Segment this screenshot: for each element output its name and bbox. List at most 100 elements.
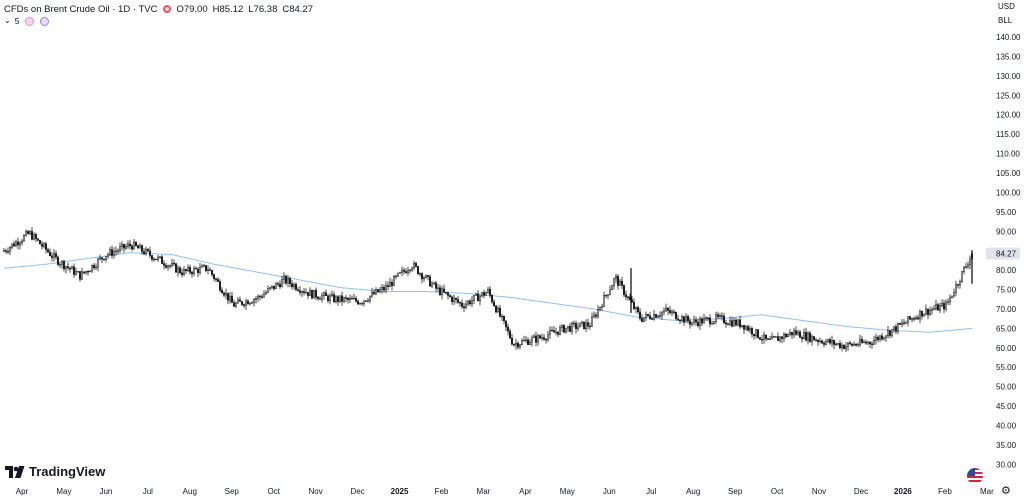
candle-body: [923, 313, 925, 317]
candle-body: [439, 287, 441, 296]
candle-body: [811, 336, 813, 342]
candle-body: [683, 316, 685, 323]
candle-body: [529, 341, 531, 345]
low-label: L: [248, 3, 254, 15]
settings-gear-icon[interactable]: ⚙: [1001, 485, 1011, 497]
candle-body: [133, 241, 135, 250]
candle-body: [357, 300, 359, 305]
candle-body: [483, 292, 485, 296]
candle-body: [515, 342, 517, 346]
candle-body: [891, 329, 893, 336]
currency-label[interactable]: USD: [998, 2, 1015, 11]
candle-body: [493, 301, 495, 307]
candle-body: [863, 341, 865, 344]
candle-body: [831, 339, 833, 344]
indicators-toggle-button[interactable]: ⌄ 5: [4, 16, 19, 27]
candle-body: [329, 295, 331, 302]
candle-body: [299, 290, 301, 293]
indicator-icon[interactable]: [25, 16, 35, 26]
ohlc-values: O79.00 H85.12 L76.38 C84.27: [176, 4, 313, 15]
candle-body: [697, 321, 699, 326]
candle-body: [785, 333, 787, 338]
candle-body: [941, 303, 943, 306]
candle-body: [131, 245, 133, 250]
candle-body: [615, 275, 617, 280]
candle-body: [401, 269, 403, 273]
candle-body: [455, 297, 457, 300]
candle-body: [589, 325, 591, 328]
candle-body: [945, 301, 947, 310]
candle-body: [405, 271, 407, 274]
candle-body: [7, 251, 9, 253]
candle-body: [523, 340, 525, 342]
candle-body: [117, 250, 119, 252]
candle-body: [757, 329, 759, 338]
tradingview-logo[interactable]: TradingView: [5, 464, 105, 479]
symbol-title[interactable]: CFDs on Brent Crude Oil · 1D · TVC: [4, 3, 158, 15]
market-status-icon[interactable]: [163, 5, 172, 13]
candle-body: [35, 234, 37, 240]
candle-body: [59, 264, 61, 266]
indicator-icon[interactable]: [40, 16, 50, 26]
candle-body: [253, 299, 255, 303]
candle-body: [261, 296, 263, 298]
candle-body: [949, 297, 951, 303]
candle-body: [83, 271, 85, 274]
candle-body: [743, 325, 745, 330]
candle-body: [177, 267, 179, 273]
last-price-background: [986, 247, 1020, 260]
candle-body: [27, 231, 29, 235]
x-tick-label: Mar: [477, 487, 491, 496]
candle-body: [817, 339, 819, 342]
candle-body: [189, 266, 191, 273]
candle-body: [857, 344, 859, 346]
time-axis[interactable]: Apr May Jun Jul Aug Sep Oct Nov Dec 2025 Feb Mar Apr…: [16, 487, 994, 496]
candle-body: [267, 288, 269, 293]
candle-body: [569, 325, 571, 332]
candle-body: [849, 342, 851, 345]
candle-body: [213, 274, 215, 280]
candle-body: [487, 288, 489, 293]
candle-body: [239, 299, 241, 302]
candle-body: [605, 294, 607, 297]
us-flag-icon[interactable]: [967, 468, 983, 484]
candle-body: [195, 267, 197, 270]
candle-body: [215, 278, 217, 280]
candle-body: [255, 298, 257, 300]
candle-body: [477, 293, 479, 302]
candle-body: [415, 262, 417, 267]
candle-body: [847, 342, 849, 347]
candle-body: [815, 339, 817, 342]
x-tick-label: Apr: [519, 487, 532, 496]
candle-body: [803, 332, 805, 340]
candle-body: [445, 292, 447, 294]
price-axis[interactable]: 140.00 135.00 130.00 125.00 120.00 115.00 110.…: [996, 33, 1021, 469]
candle-body: [931, 309, 933, 311]
candle-body: [899, 323, 901, 325]
unit-label[interactable]: BLL: [998, 16, 1013, 25]
candle-body: [913, 318, 915, 320]
candle-body: [87, 271, 89, 273]
candle-body: [463, 306, 465, 308]
candle-body: [321, 295, 323, 300]
candle-body: [865, 341, 867, 344]
candle-body: [627, 296, 629, 298]
candle-body: [519, 344, 521, 348]
candle-body: [327, 295, 329, 302]
candle-body: [535, 335, 537, 343]
candle-body: [279, 283, 281, 288]
y-tick-label: 50.00: [996, 383, 1017, 392]
candle-body: [419, 273, 421, 275]
candle-body: [475, 293, 477, 296]
candle-body: [291, 283, 293, 288]
candle-body: [655, 314, 657, 318]
candle-body: [351, 297, 353, 300]
candle-body: [777, 336, 779, 341]
y-tick-label: 135.00: [996, 52, 1021, 61]
candle-body: [375, 289, 377, 295]
candle-body: [155, 258, 157, 261]
x-tick-label: Nov: [812, 487, 826, 496]
candle-body: [187, 266, 189, 272]
candle-body: [499, 307, 501, 317]
